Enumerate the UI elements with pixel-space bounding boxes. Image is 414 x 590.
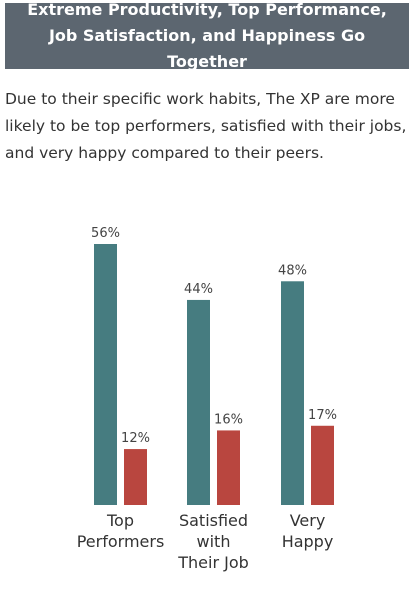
data-label-1-0: 44% <box>184 282 213 297</box>
data-label-2-0: 48% <box>278 263 307 278</box>
chart-title-banner: Extreme Productivity, Top Performance, J… <box>5 0 409 71</box>
chart-description: Due to their specific work habits, The X… <box>5 90 407 162</box>
category-label-1-line-1: with <box>197 532 231 551</box>
category-label-1-line-0: Satisfied <box>179 511 248 530</box>
data-label-1-1: 16% <box>214 412 243 427</box>
bar-2-1 <box>311 425 334 505</box>
bar-chart: 56% 12% Top Performers 44% 16% Satisfied with Th… <box>77 226 337 572</box>
bar-1-0 <box>187 299 210 505</box>
category-label-0-line-0: Top <box>106 511 134 530</box>
bar-2-0 <box>281 281 304 505</box>
data-label-2-1: 17% <box>308 408 337 423</box>
category-label-2-line-1: Happy <box>282 532 334 551</box>
chart-title: Extreme Productivity, Top Performance, J… <box>27 0 387 71</box>
category-label-2-line-0: Very <box>290 511 326 530</box>
category-label-0-line-1: Performers <box>77 532 165 551</box>
data-label-0-1: 12% <box>121 431 150 446</box>
data-label-0-0: 56% <box>91 226 120 241</box>
bar-1-1 <box>217 430 240 505</box>
bar-0-1 <box>124 449 147 505</box>
category-label-1-line-2: Their Job <box>177 553 249 572</box>
bar-0-0 <box>94 244 117 505</box>
